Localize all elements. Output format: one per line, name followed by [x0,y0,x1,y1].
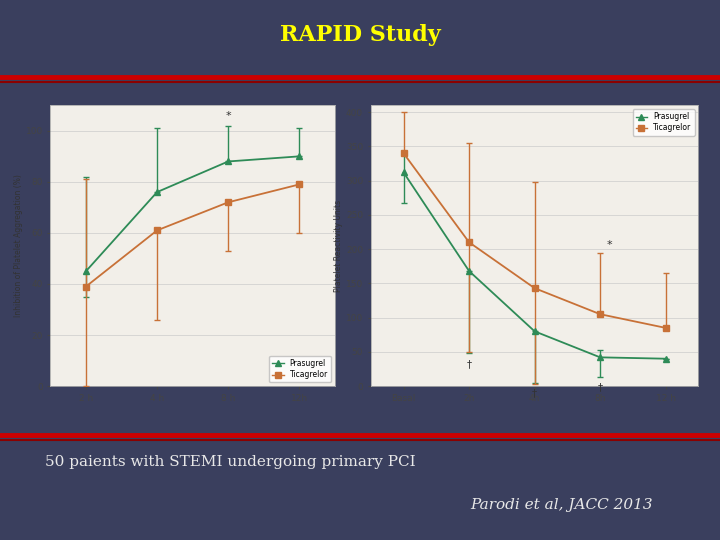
Text: *: * [225,111,231,120]
Legend: Prasugrel, Ticagrelor: Prasugrel, Ticagrelor [633,109,695,136]
Text: Parodi et al, JACC 2013: Parodi et al, JACC 2013 [470,498,653,512]
Text: †: † [467,359,472,369]
Y-axis label: Inhibition of Platelet Aggregation (%): Inhibition of Platelet Aggregation (%) [14,174,23,317]
Text: 50 paients with STEMI undergoing primary PCI: 50 paients with STEMI undergoing primary… [45,455,415,469]
Text: RAPID Study: RAPID Study [279,24,441,46]
Text: †: † [598,382,603,392]
Y-axis label: Platelet Reactivity Units: Platelet Reactivity Units [334,200,343,292]
Text: †: † [532,388,537,398]
Text: *: * [607,240,613,251]
Legend: Prasugrel, Ticagrelor: Prasugrel, Ticagrelor [269,356,331,382]
